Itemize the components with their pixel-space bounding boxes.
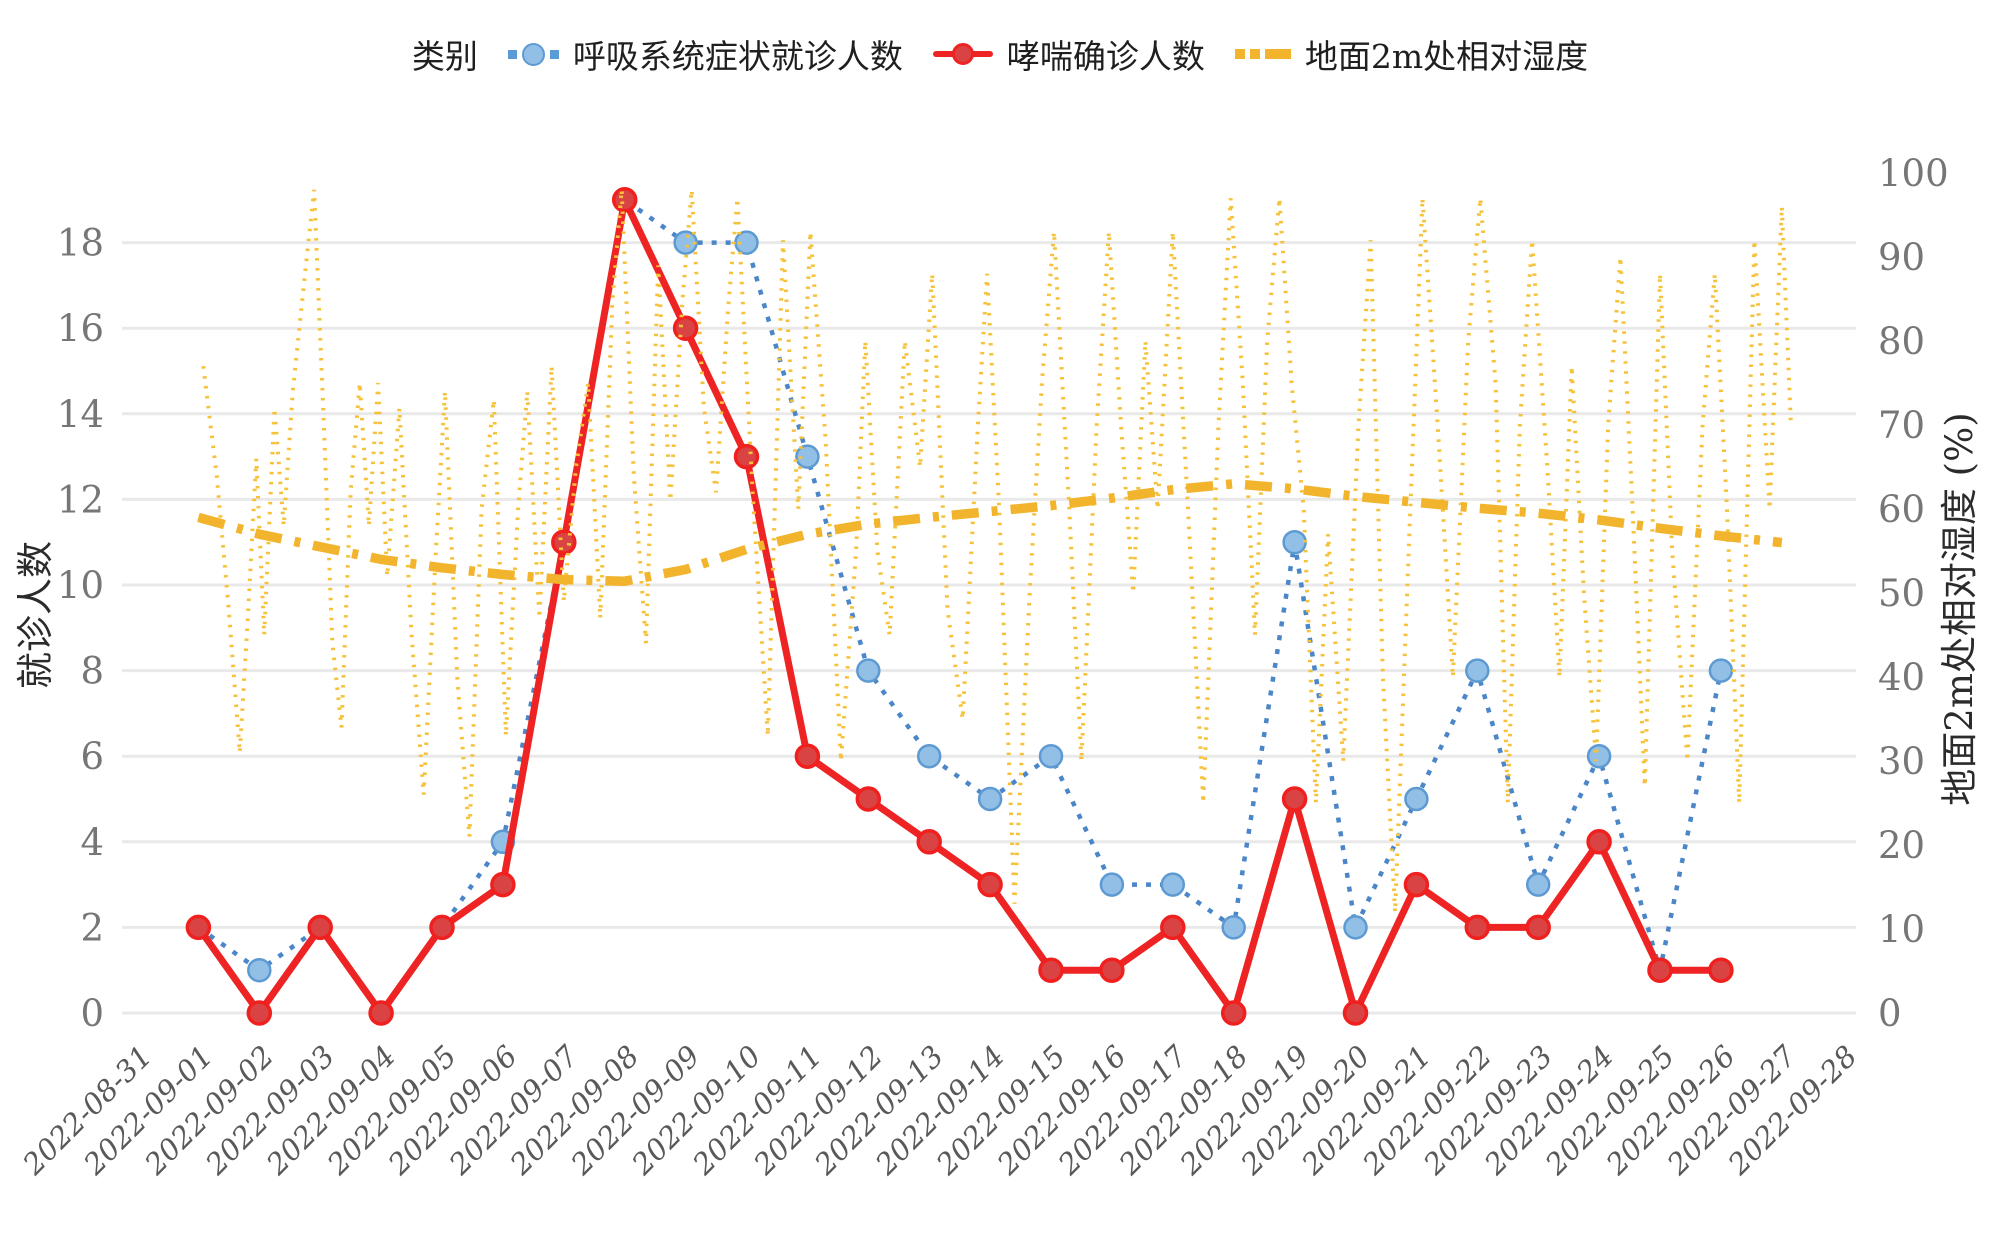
legend-item-humidity[interactable]: 地面2m处相对湿度 — [1234, 30, 1589, 78]
respiratory-point[interactable] — [977, 786, 1003, 812]
y-axis-tick-label-left: 2 — [80, 906, 104, 949]
respiratory-point[interactable] — [1465, 658, 1490, 683]
dash-dot-line-icon — [1234, 49, 1291, 59]
legend: 类别 呼吸系统症状就诊人数 哮喘确诊人数 地面2m处相对湿度 — [0, 30, 2000, 78]
asthma-point[interactable] — [429, 914, 455, 941]
y-axis-tick-label-left: 10 — [57, 564, 104, 607]
respiratory-point[interactable] — [1038, 743, 1064, 769]
y-axis-tick-label-left: 8 — [80, 650, 104, 693]
asthma-point[interactable] — [307, 914, 333, 941]
y-axis-tick-label-right: 70 — [1878, 404, 1925, 447]
asthma-point[interactable] — [733, 443, 760, 470]
asthma-point[interactable] — [185, 914, 212, 941]
legend-item-asthma[interactable]: 哮喘确诊人数 — [932, 30, 1205, 78]
y-axis-tick-label-right: 40 — [1878, 656, 1925, 699]
asthma-point[interactable] — [1464, 914, 1491, 941]
legend-item-respiratory[interactable]: 呼吸系统症状就诊人数 — [507, 30, 903, 78]
respiratory-point[interactable] — [1099, 872, 1125, 897]
asthma-point[interactable] — [1281, 786, 1308, 812]
respiratory-point[interactable] — [856, 658, 881, 683]
y-axis-tick-label-left: 6 — [80, 735, 104, 778]
y-axis-tick-label-left: 12 — [57, 478, 104, 521]
respiratory-point[interactable] — [1708, 658, 1734, 683]
respiratory-point[interactable] — [1221, 915, 1246, 940]
asthma-point[interactable] — [794, 743, 821, 769]
y-axis-tick-label-right: 100 — [1878, 152, 1949, 195]
y-axis-tick-label-right: 10 — [1878, 908, 1925, 951]
asthma-point[interactable] — [246, 1000, 273, 1026]
y-axis-tick-label-left: 18 — [57, 222, 104, 265]
left-axis-title: 就诊人数 — [14, 541, 57, 689]
y-axis-tick-label-right: 80 — [1878, 320, 1925, 363]
asthma-point[interactable] — [1708, 957, 1734, 983]
dotted-line-circle-icon — [507, 42, 559, 66]
legend-title: 类别 — [411, 37, 478, 76]
respiratory-point[interactable] — [795, 444, 820, 469]
y-axis-tick-label-left: 14 — [57, 393, 104, 436]
y-axis-tick-label-left: 16 — [57, 307, 104, 350]
respiratory-point[interactable] — [916, 743, 942, 769]
asthma-point[interactable] — [551, 529, 577, 555]
respiratory-point[interactable] — [1586, 743, 1612, 769]
respiratory-point[interactable] — [1160, 872, 1186, 897]
legend-item-label: 哮喘确诊人数 — [1006, 37, 1205, 76]
respiratory-point[interactable] — [1404, 786, 1429, 812]
asthma-point[interactable] — [672, 315, 699, 341]
y-axis-tick-label-left: 0 — [80, 992, 104, 1035]
asthma-point[interactable] — [977, 871, 1003, 898]
asthma-point[interactable] — [1403, 871, 1430, 898]
respiratory-point[interactable] — [1525, 872, 1551, 897]
asthma-point[interactable] — [855, 786, 882, 812]
right-axis-title: 地面2m处相对湿度 (%) — [1938, 412, 1981, 806]
y-axis-tick-label-left: 4 — [80, 821, 104, 864]
asthma-point[interactable] — [368, 1000, 394, 1026]
asthma-point[interactable] — [1160, 914, 1186, 941]
asthma-point[interactable] — [1342, 1000, 1369, 1026]
y-axis-tick-label-right: 50 — [1878, 572, 1925, 615]
asthma-point[interactable] — [611, 187, 638, 213]
solid-line-circle-icon — [932, 43, 993, 65]
y-axis-tick-label-right: 0 — [1878, 992, 1902, 1035]
legend-item-label: 呼吸系统症状就诊人数 — [572, 37, 903, 76]
respiratory-point[interactable] — [1282, 529, 1307, 555]
asthma-point[interactable] — [1647, 957, 1673, 983]
asthma-point[interactable] — [1099, 957, 1125, 983]
y-axis-tick-label-right: 30 — [1878, 740, 1925, 783]
y-axis-tick-label-right: 20 — [1878, 824, 1925, 867]
asthma-point[interactable] — [490, 871, 516, 898]
y-axis-tick-label-right: 60 — [1878, 488, 1925, 531]
y-axis-tick-label-right: 90 — [1878, 236, 1925, 279]
respiratory-point[interactable] — [247, 957, 272, 983]
asthma-point[interactable] — [1220, 1000, 1247, 1026]
asthma-point[interactable] — [916, 829, 942, 855]
asthma-point[interactable] — [1525, 914, 1551, 941]
asthma-point[interactable] — [1038, 957, 1064, 983]
legend-item-label: 地面2m处相对湿度 — [1304, 37, 1589, 76]
asthma-point[interactable] — [1586, 829, 1612, 855]
respiratory-point[interactable] — [1343, 915, 1368, 940]
